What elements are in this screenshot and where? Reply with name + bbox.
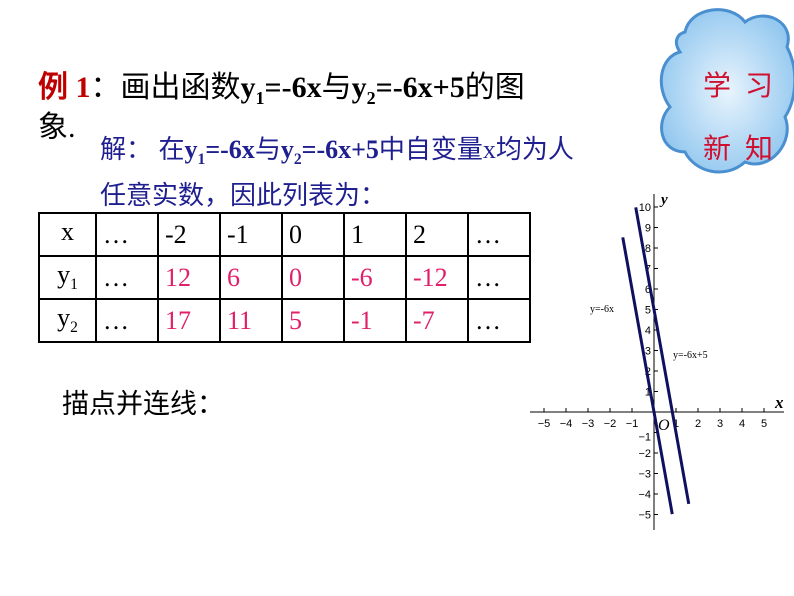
- solution-label: 解：: [100, 135, 153, 164]
- y-tick-label: 9: [645, 223, 651, 235]
- x-tick-label: −4: [560, 418, 573, 430]
- example-number: 例 1: [38, 71, 91, 104]
- x-tick-label: 2: [695, 418, 701, 430]
- sol-sub2: 2: [293, 151, 302, 169]
- colon: ：: [90, 71, 121, 104]
- example-title: 例 1：画出函数y1=-6x与y2=-6x+5的图: [38, 62, 525, 109]
- table-cell: -1: [219, 212, 283, 257]
- origin-label: O: [658, 417, 670, 434]
- y-tick-label: 4: [645, 325, 651, 337]
- function-line: [634, 207, 691, 505]
- y-tick-label: −2: [638, 448, 651, 460]
- function-line: [621, 237, 674, 515]
- table-cell: 1: [343, 212, 407, 257]
- sol-in: 在: [158, 135, 185, 164]
- table-cell: 6: [219, 255, 283, 300]
- x-axis-label: x: [774, 393, 784, 412]
- x-tick-label: −3: [582, 418, 595, 430]
- draw-instruction: 描点并连线：: [62, 389, 224, 419]
- y-axis-label: y: [659, 192, 668, 208]
- table-cell: 2: [405, 212, 469, 257]
- y-tick-label: 3: [645, 346, 651, 358]
- function-graph: xyO−5−4−3−2−112345−5−4−3−2−112345678910y…: [530, 192, 784, 530]
- y-tick-label: −4: [638, 489, 651, 501]
- y-tick-label: 8: [645, 243, 651, 255]
- sol-y2: y: [280, 135, 294, 164]
- row-header: x: [38, 212, 97, 257]
- x-tick-label: 3: [717, 418, 723, 430]
- table-cell: …: [467, 212, 531, 257]
- solution-text: 解： 在y1=-6x与y2=-6x+5中自变量x均为人 任意实数，因此列表为：: [100, 132, 574, 214]
- table-cell: 11: [219, 298, 283, 343]
- row-sub: 1: [70, 276, 78, 294]
- with: 与: [321, 71, 352, 104]
- table-cell: …: [95, 212, 159, 257]
- badge-line1: 学习: [703, 71, 788, 102]
- eq2: =-6x+5: [375, 71, 465, 104]
- row-head: x: [61, 217, 74, 247]
- function-label: y=-6x: [590, 304, 614, 315]
- function-label: y=-6x+5: [673, 350, 708, 361]
- sol-y1: y: [184, 135, 198, 164]
- x-tick-label: −1: [626, 418, 639, 430]
- sub2: 2: [366, 88, 376, 108]
- table-cell: 0: [281, 255, 345, 300]
- cloud-icon: [659, 8, 794, 174]
- y-tick-label: −1: [638, 432, 651, 444]
- sol-with: 与: [254, 135, 281, 164]
- eq1: =-6x: [264, 71, 322, 104]
- table-cell: 17: [157, 298, 221, 343]
- y-tick-label: 6: [645, 284, 651, 296]
- learn-badge: 学习 新知: [655, 2, 794, 178]
- row-head: y: [57, 260, 71, 290]
- y-tick-label: 1: [645, 387, 651, 399]
- table-cell: -6: [343, 255, 407, 300]
- table-cell: 5: [281, 298, 345, 343]
- table-row: y2… 17 11 5 -1 -7…: [38, 298, 531, 343]
- row-sub: 2: [70, 319, 78, 337]
- table-cell: …: [95, 255, 159, 300]
- table-cell: -12: [405, 255, 469, 300]
- table-cell: …: [95, 298, 159, 343]
- sol-rest: 中自变量x均为人: [378, 135, 574, 164]
- row-header: y2: [38, 298, 97, 343]
- table-cell: -1: [343, 298, 407, 343]
- y-tick-label: 10: [639, 202, 651, 214]
- badge-line2: 新知: [703, 134, 788, 165]
- sub1: 1: [255, 88, 265, 108]
- table-cell: …: [467, 298, 531, 343]
- title-line2: 象.: [38, 111, 76, 144]
- sol-eq1: =-6x: [205, 135, 255, 164]
- table-cell: -7: [405, 298, 469, 343]
- y-tick-label: −3: [638, 469, 651, 481]
- title-text2: 的图: [464, 71, 525, 104]
- sol-eq2: =-6x+5: [301, 135, 379, 164]
- x-tick-label: 4: [739, 418, 745, 430]
- x-tick-label: −2: [604, 418, 617, 430]
- x-tick-label: 5: [761, 418, 767, 430]
- y-tick-label: 5: [645, 305, 651, 317]
- sol-sub1: 1: [197, 151, 206, 169]
- table-cell: 12: [157, 255, 221, 300]
- x-tick-label: −5: [538, 418, 551, 430]
- y2: y: [351, 71, 367, 104]
- value-table: x… -2 -1 0 1 2… y1… 12 6 0 -6 -12… y2… 17 11 5 -1 -7…: [38, 212, 531, 343]
- y-tick-label: −5: [638, 510, 651, 522]
- y1: y: [240, 71, 256, 104]
- row-head: y: [57, 303, 71, 333]
- title-text: 画出函数: [120, 71, 241, 104]
- sol-line2: 任意实数，因此列表为：: [100, 181, 387, 211]
- table-row: y1… 12 6 0 -6 -12…: [38, 255, 531, 300]
- table-row: x… -2 -1 0 1 2…: [38, 212, 531, 257]
- table-cell: -2: [157, 212, 221, 257]
- row-header: y1: [38, 255, 97, 300]
- table-cell: 0: [281, 212, 345, 257]
- table-cell: …: [467, 255, 531, 300]
